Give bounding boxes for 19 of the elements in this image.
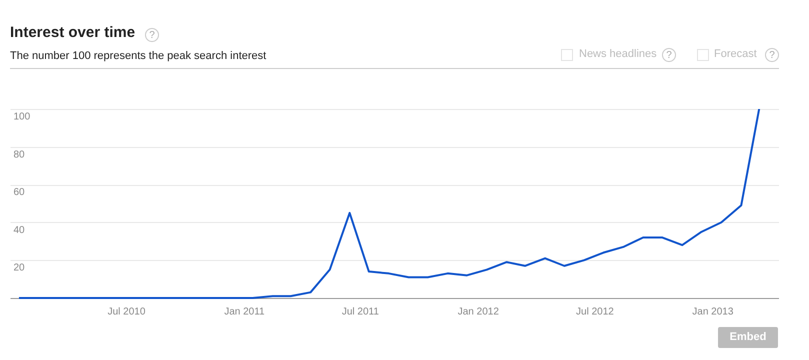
y-tick-label: 20 <box>14 262 26 274</box>
y-tick-label: 60 <box>14 187 26 198</box>
text: News headlines <box>579 48 657 60</box>
y-tick-label: 100 <box>14 112 31 122</box>
text: Embed <box>718 327 778 348</box>
x-tick-label: Jan 2011 <box>224 306 266 318</box>
text: Forecast <box>714 48 757 60</box>
x-tick-label: Jul 2012 <box>576 306 614 318</box>
x-tick-label: Jan 2013 <box>692 306 734 318</box>
help-icon: ? <box>765 48 779 62</box>
y-tick-label: 40 <box>14 224 26 236</box>
chart-title: Interest over time <box>10 24 136 41</box>
x-tick-label: Jul 2011 <box>342 306 380 318</box>
x-tick-label: Jul 2010 <box>108 306 146 318</box>
help-icon: ? <box>662 48 676 62</box>
y-tick-label: 80 <box>14 149 26 160</box>
chart-subtitle: The number 100 represents the peak search interest <box>10 50 266 62</box>
x-tick-label: Jan 2012 <box>458 306 500 318</box>
help-icon: ? <box>145 28 159 42</box>
